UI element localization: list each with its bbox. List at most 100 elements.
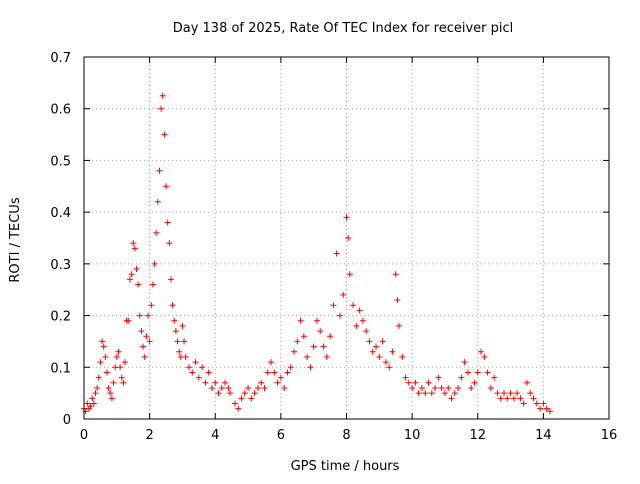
data-point — [205, 369, 212, 376]
data-point — [126, 276, 133, 283]
data-point — [382, 359, 389, 366]
data-point — [481, 353, 488, 360]
data-point — [125, 317, 132, 324]
data-point — [333, 250, 340, 257]
data-point — [307, 364, 314, 371]
data-point — [353, 322, 360, 329]
data-point — [166, 240, 173, 247]
data-point — [146, 338, 153, 345]
chart-title: Day 138 of 2025, Rate Of TEC Index for r… — [173, 21, 514, 36]
data-point — [504, 395, 511, 402]
data-point — [281, 384, 288, 391]
x-tick-label: 12 — [469, 428, 486, 443]
data-point — [530, 395, 537, 402]
data-point — [474, 369, 481, 376]
data-point — [99, 338, 106, 345]
data-point — [435, 374, 442, 381]
data-point — [208, 384, 215, 391]
data-point — [202, 379, 209, 386]
data-point — [356, 307, 363, 314]
data-point — [369, 348, 376, 355]
data-point — [366, 338, 373, 345]
data-point — [248, 395, 255, 402]
data-point — [520, 400, 527, 407]
data-point — [179, 322, 186, 329]
data-point — [425, 379, 432, 386]
data-point — [159, 92, 166, 99]
data-point — [140, 343, 147, 350]
data-point — [235, 405, 242, 412]
data-point — [418, 384, 425, 391]
x-tick-label: 2 — [145, 428, 153, 443]
data-point — [136, 312, 143, 319]
data-point — [100, 343, 107, 350]
y-axis: 0 0.1 0.2 0.3 0.4 0.5 0.6 0.7 — [50, 51, 609, 428]
data-point — [164, 219, 171, 226]
data-point — [487, 384, 494, 391]
data-point — [533, 400, 540, 407]
data-point — [304, 353, 311, 360]
data-point — [445, 384, 452, 391]
data-point — [151, 260, 158, 267]
data-point — [171, 317, 178, 324]
data-point — [130, 240, 137, 247]
data-point — [448, 395, 455, 402]
data-point — [471, 379, 478, 386]
data-point — [212, 379, 219, 386]
x-tick-label: 8 — [342, 428, 350, 443]
data-point — [172, 328, 179, 335]
data-point — [386, 364, 393, 371]
data-point — [103, 369, 110, 376]
data-point — [376, 353, 383, 360]
data-point — [87, 403, 94, 410]
data-point — [161, 131, 168, 138]
data-point — [251, 390, 258, 397]
data-point — [254, 384, 261, 391]
data-point — [422, 390, 429, 397]
y-tick-label: 0.3 — [50, 258, 71, 273]
x-tick-label: 6 — [277, 428, 285, 443]
data-point — [310, 343, 317, 350]
data-point — [392, 271, 399, 278]
data-point — [192, 359, 199, 366]
data-point — [294, 338, 301, 345]
data-point — [336, 312, 343, 319]
data-point — [540, 400, 547, 407]
data-point — [199, 364, 206, 371]
y-tick-label: 0.7 — [50, 51, 71, 66]
data-point — [409, 384, 416, 391]
data-point — [133, 266, 140, 273]
data-point — [399, 353, 406, 360]
data-point — [108, 395, 115, 402]
data-point — [258, 379, 265, 386]
y-tick-label: 0.5 — [50, 154, 71, 169]
data-point — [148, 302, 155, 309]
data-point — [402, 374, 409, 381]
data-point — [141, 353, 148, 360]
data-point — [167, 276, 174, 283]
data-point — [464, 369, 471, 376]
x-tick-label: 10 — [404, 428, 421, 443]
data-point — [268, 359, 275, 366]
y-tick-label: 0.4 — [50, 206, 71, 221]
data-point — [222, 379, 229, 386]
data-point — [346, 271, 353, 278]
data-point — [181, 338, 188, 345]
data-point — [494, 390, 501, 397]
data-point — [174, 338, 181, 345]
x-tick-label: 4 — [211, 428, 219, 443]
data-point — [143, 333, 150, 340]
data-point — [458, 374, 465, 381]
data-point — [89, 395, 96, 402]
data-point — [122, 359, 129, 366]
data-point — [396, 322, 402, 329]
data-point — [189, 369, 196, 376]
data-point — [441, 390, 448, 397]
data-point — [158, 105, 165, 112]
data-point — [451, 390, 458, 397]
x-axis-label: GPS time / hours — [291, 459, 400, 474]
data-point — [227, 390, 234, 397]
data-point — [274, 379, 281, 386]
y-axis-label: ROTI / TECUs — [8, 197, 23, 282]
